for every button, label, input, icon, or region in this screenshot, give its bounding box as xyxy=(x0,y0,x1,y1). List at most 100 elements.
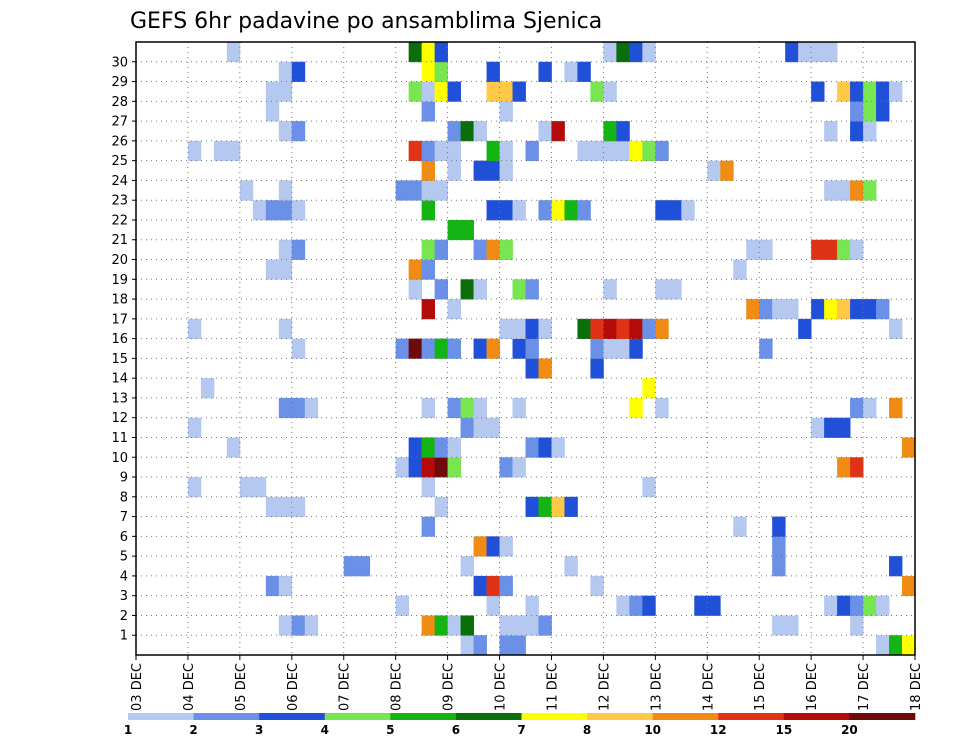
heatmap-cell xyxy=(629,338,643,359)
heatmap-cell xyxy=(421,160,436,181)
heatmap-cell xyxy=(759,239,773,260)
heatmap-cell xyxy=(252,200,267,221)
heatmap-cell xyxy=(395,595,410,616)
heatmap-cell xyxy=(837,457,851,478)
heatmap-cell xyxy=(291,200,306,221)
heatmap-cell xyxy=(824,239,838,260)
heatmap-cell xyxy=(850,595,864,616)
x-tick-label: 09 DEC xyxy=(442,663,457,711)
heatmap-cell xyxy=(421,299,436,320)
heatmap-cell xyxy=(421,615,436,636)
heatmap-cell xyxy=(720,160,734,181)
heatmap-cell xyxy=(616,338,630,359)
heatmap-cell xyxy=(642,318,656,340)
heatmap-cell xyxy=(265,81,280,102)
heatmap-cell xyxy=(434,338,448,359)
heatmap-cell xyxy=(512,279,526,300)
heatmap-cell xyxy=(525,437,539,458)
x-tick-label: 03 DEC xyxy=(130,663,145,711)
heatmap-cell xyxy=(525,338,539,359)
heatmap-cell xyxy=(460,219,474,241)
heatmap-cell xyxy=(525,318,539,340)
heatmap-cell xyxy=(291,496,306,517)
heatmap-cell xyxy=(447,121,461,142)
heatmap-cell xyxy=(278,615,293,636)
x-tick-label: 11 DEC xyxy=(545,663,560,711)
heatmap-cell xyxy=(421,259,436,280)
colorbar-swatch xyxy=(128,713,194,720)
heatmap-cell xyxy=(226,437,241,458)
heatmap-cell xyxy=(291,121,306,142)
y-tick-label: 6 xyxy=(120,530,128,545)
colorbar-swatch xyxy=(259,713,326,720)
heatmap-cell xyxy=(525,358,539,379)
colorbar-label: 2 xyxy=(189,723,197,737)
heatmap-cell xyxy=(460,121,474,142)
heatmap-cells xyxy=(187,42,916,656)
colorbar-label: 3 xyxy=(255,723,263,737)
heatmap-cell xyxy=(707,595,721,616)
colorbar-swatch xyxy=(390,713,457,720)
heatmap-cell xyxy=(499,239,513,260)
heatmap-cell xyxy=(863,180,877,201)
heatmap-cell xyxy=(590,318,604,340)
heatmap-cell xyxy=(408,42,423,63)
heatmap-cell xyxy=(408,81,423,102)
x-tick-label: 05 DEC xyxy=(234,663,249,711)
y-tick-label: 9 xyxy=(120,471,128,486)
heatmap-cell xyxy=(733,516,747,537)
heatmap-cell xyxy=(590,575,604,597)
x-tick-label: 04 DEC xyxy=(182,663,197,711)
heatmap-cell xyxy=(629,397,643,419)
x-tick-label: 13 DEC xyxy=(649,663,664,711)
heatmap-cell xyxy=(889,81,903,102)
heatmap-cell xyxy=(525,279,539,300)
heatmap-cell xyxy=(629,140,643,162)
heatmap-cell xyxy=(356,556,371,577)
y-tick-label: 14 xyxy=(111,372,128,387)
heatmap-cell xyxy=(291,615,306,636)
colorbar-label: 5 xyxy=(386,723,394,737)
y-tick-label: 25 xyxy=(111,154,128,169)
heatmap-cell xyxy=(434,42,448,63)
heatmap-cell xyxy=(486,536,500,557)
y-tick-label: 15 xyxy=(111,352,128,367)
y-tick-label: 2 xyxy=(120,609,128,624)
heatmap-cell xyxy=(551,437,565,458)
colorbar-label: 1 xyxy=(124,723,132,737)
heatmap-cell xyxy=(395,180,410,201)
heatmap-cell xyxy=(434,239,448,260)
heatmap-cell xyxy=(642,140,656,162)
heatmap-cell xyxy=(577,200,591,221)
heatmap-cell xyxy=(473,397,487,419)
heatmap-cell xyxy=(395,338,410,359)
heatmap-cell xyxy=(278,239,293,260)
heatmap-cell xyxy=(499,140,513,162)
heatmap-cell xyxy=(824,42,838,63)
heatmap-cell xyxy=(629,42,643,63)
heatmap-cell xyxy=(239,477,254,498)
y-tick-label: 23 xyxy=(111,194,128,209)
heatmap-cell xyxy=(564,556,578,577)
heatmap-cell xyxy=(863,595,877,616)
heatmap-cell xyxy=(265,101,280,122)
heatmap-cell xyxy=(707,160,721,181)
heatmap-cell xyxy=(408,279,423,300)
x-axis: 03 DEC 04 DEC 05 DEC 06 DEC 07 DEC 08 DEC 09 D… xyxy=(130,655,924,711)
heatmap-cell xyxy=(447,437,461,458)
heatmap-cell xyxy=(421,200,436,221)
heatmap-cell xyxy=(577,318,591,340)
heatmap-cell xyxy=(512,338,526,359)
heatmap-cell xyxy=(434,457,448,478)
heatmap-cell xyxy=(512,81,526,102)
heatmap-cell xyxy=(889,397,903,419)
y-tick-label: 22 xyxy=(111,213,128,228)
heatmap-cell xyxy=(655,279,669,300)
y-tick-label: 17 xyxy=(111,312,128,327)
heatmap-cell xyxy=(642,595,656,616)
heatmap-cell xyxy=(291,239,306,260)
y-tick-label: 19 xyxy=(111,273,128,288)
heatmap-cell xyxy=(499,318,513,340)
heatmap-cell xyxy=(486,200,500,221)
colorbar: 1 2 3 4 5 6 7 8 10 12 15 20 xyxy=(124,713,916,737)
